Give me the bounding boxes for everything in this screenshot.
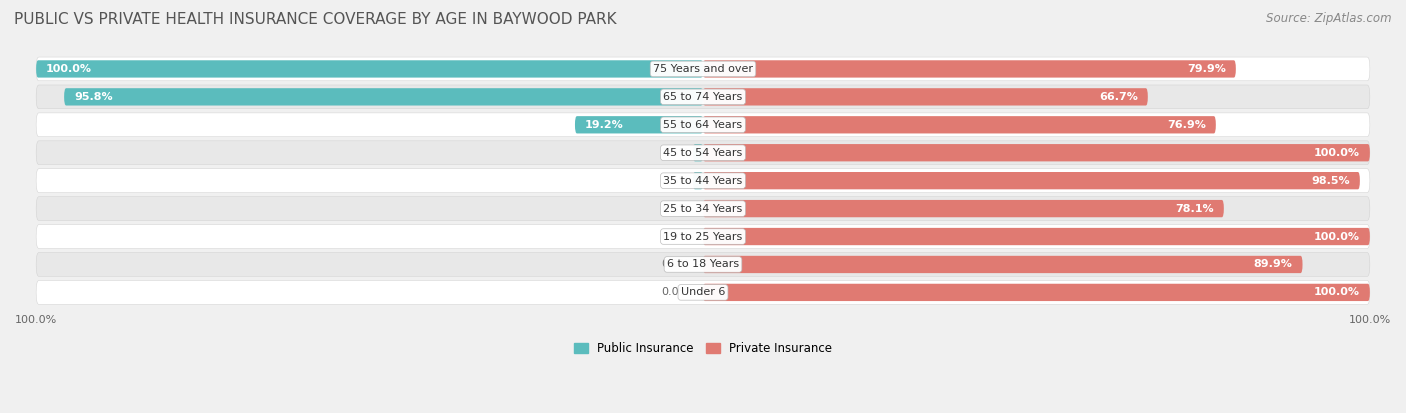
FancyBboxPatch shape: [37, 85, 1369, 109]
Text: 79.9%: 79.9%: [1187, 64, 1226, 74]
Text: 19.2%: 19.2%: [585, 120, 624, 130]
Legend: Public Insurance, Private Insurance: Public Insurance, Private Insurance: [569, 337, 837, 360]
FancyBboxPatch shape: [693, 144, 703, 161]
Text: 6 to 18 Years: 6 to 18 Years: [666, 259, 740, 269]
FancyBboxPatch shape: [703, 284, 1369, 301]
Text: 100.0%: 100.0%: [1313, 232, 1360, 242]
FancyBboxPatch shape: [703, 200, 1223, 217]
Text: Source: ZipAtlas.com: Source: ZipAtlas.com: [1267, 12, 1392, 25]
FancyBboxPatch shape: [37, 197, 1369, 221]
FancyBboxPatch shape: [703, 256, 1302, 273]
Text: 98.5%: 98.5%: [1312, 176, 1350, 186]
Text: 89.9%: 89.9%: [1254, 259, 1292, 269]
Text: 100.0%: 100.0%: [1313, 148, 1360, 158]
FancyBboxPatch shape: [703, 116, 1216, 133]
Text: 1.5%: 1.5%: [661, 148, 690, 158]
FancyBboxPatch shape: [703, 144, 1369, 161]
FancyBboxPatch shape: [37, 169, 1369, 192]
FancyBboxPatch shape: [703, 172, 1360, 189]
Text: 0.0%: 0.0%: [661, 259, 690, 269]
Text: 25 to 34 Years: 25 to 34 Years: [664, 204, 742, 214]
FancyBboxPatch shape: [37, 225, 1369, 248]
FancyBboxPatch shape: [37, 253, 1369, 276]
FancyBboxPatch shape: [703, 88, 1147, 106]
FancyBboxPatch shape: [693, 172, 703, 189]
Text: 100.0%: 100.0%: [1313, 287, 1360, 297]
FancyBboxPatch shape: [37, 280, 1369, 304]
Text: 66.7%: 66.7%: [1099, 92, 1137, 102]
Text: 95.8%: 95.8%: [75, 92, 112, 102]
Text: 75 Years and over: 75 Years and over: [652, 64, 754, 74]
Text: 19 to 25 Years: 19 to 25 Years: [664, 232, 742, 242]
Text: 100.0%: 100.0%: [46, 64, 93, 74]
FancyBboxPatch shape: [37, 60, 703, 78]
FancyBboxPatch shape: [703, 228, 1369, 245]
FancyBboxPatch shape: [37, 113, 1369, 137]
Text: 35 to 44 Years: 35 to 44 Years: [664, 176, 742, 186]
Text: 45 to 54 Years: 45 to 54 Years: [664, 148, 742, 158]
Text: 78.1%: 78.1%: [1175, 204, 1213, 214]
FancyBboxPatch shape: [703, 60, 1236, 78]
Text: 0.0%: 0.0%: [661, 232, 690, 242]
Text: 76.9%: 76.9%: [1167, 120, 1206, 130]
Text: 55 to 64 Years: 55 to 64 Years: [664, 120, 742, 130]
FancyBboxPatch shape: [65, 88, 703, 106]
FancyBboxPatch shape: [575, 116, 703, 133]
Text: 65 to 74 Years: 65 to 74 Years: [664, 92, 742, 102]
Text: 1.5%: 1.5%: [661, 176, 690, 186]
Text: PUBLIC VS PRIVATE HEALTH INSURANCE COVERAGE BY AGE IN BAYWOOD PARK: PUBLIC VS PRIVATE HEALTH INSURANCE COVER…: [14, 12, 617, 27]
Text: 0.0%: 0.0%: [661, 204, 690, 214]
Text: 0.0%: 0.0%: [661, 287, 690, 297]
FancyBboxPatch shape: [37, 141, 1369, 165]
Text: Under 6: Under 6: [681, 287, 725, 297]
FancyBboxPatch shape: [37, 57, 1369, 81]
